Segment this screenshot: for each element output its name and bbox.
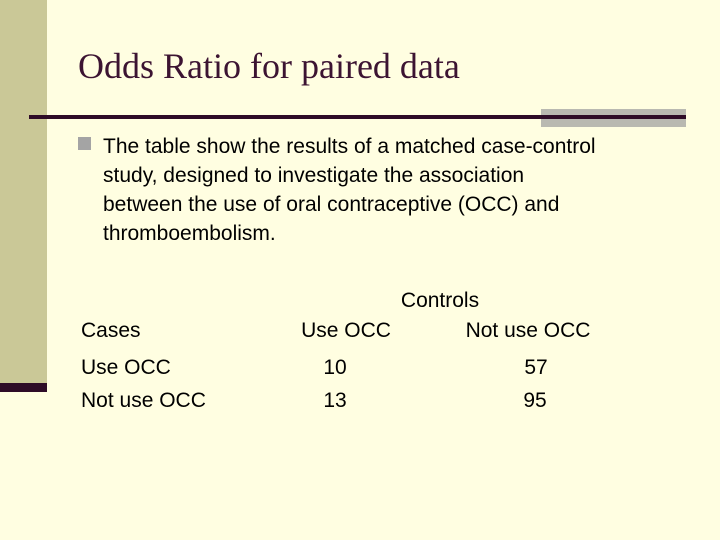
bullet-text-line: thromboembolism.	[103, 222, 276, 245]
table-group-header-controls: Controls	[400, 289, 480, 312]
slide-title: Odds Ratio for paired data	[78, 46, 460, 86]
bullet-paragraph: The table show the results of a matched …	[103, 132, 693, 248]
table-cell-value: 10	[323, 356, 347, 379]
table-col-header-not-use-occ: Not use OCC	[465, 319, 591, 342]
table-cell-value: 13	[323, 389, 347, 412]
table-row-axis-label-cases: Cases	[81, 319, 141, 342]
title-underline-rule	[29, 115, 686, 119]
table-col-header-use-occ: Use OCC	[301, 319, 391, 342]
bullet-text-line: study, designed to investigate the assoc…	[103, 164, 525, 187]
sidebar-accent-bar	[0, 0, 47, 383]
table-cell-value: 95	[523, 389, 547, 412]
table-row-label: Not use OCC	[81, 389, 206, 412]
square-bullet-icon	[78, 137, 91, 150]
table-row-label: Use OCC	[81, 356, 171, 379]
bullet-text-line: between the use of oral contraceptive (O…	[103, 193, 560, 216]
table-cell-value: 57	[524, 356, 548, 379]
sidebar-end-cap-bar	[0, 383, 47, 392]
bullet-text-line: The table show the results of a matched …	[103, 135, 596, 158]
